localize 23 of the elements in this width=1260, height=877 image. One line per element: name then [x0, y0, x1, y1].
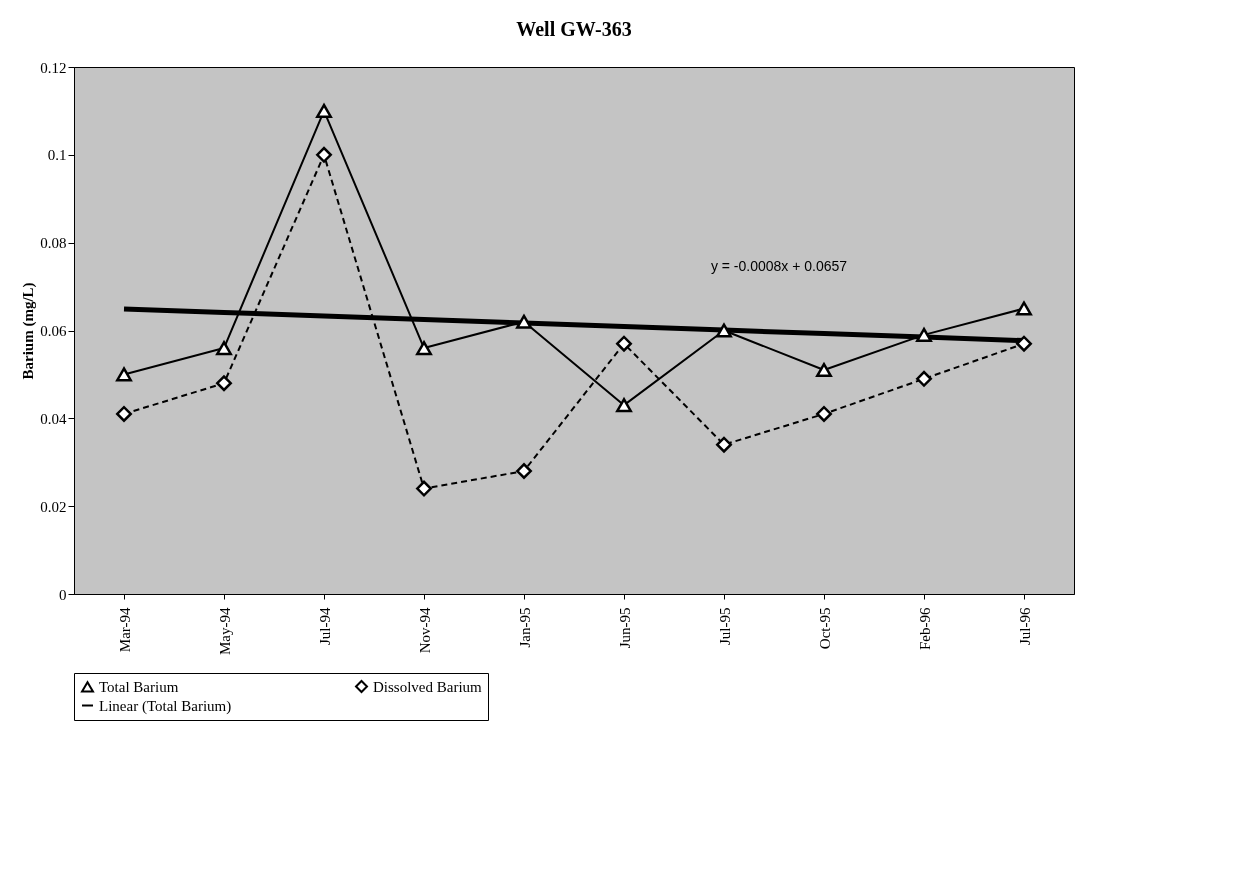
x-tick-label: Jan-95: [516, 607, 533, 648]
annotation: y = -0.0008x + 0.0657: [710, 258, 848, 274]
y-tick-label: 0.12: [40, 59, 67, 76]
x-tick-label: Nov-94: [416, 607, 433, 654]
y-axis-title: Barium (mg/L): [20, 282, 38, 380]
x-tick-label: Feb-96: [916, 607, 933, 650]
y-tick-label: 0.02: [40, 498, 67, 515]
y-tick-label: 0.1: [47, 147, 67, 164]
x-tick-label: Mar-94: [116, 607, 133, 653]
legend-label: Dissolved Barium: [373, 678, 483, 695]
legend-label: Linear (Total Barium): [99, 697, 232, 715]
y-tick-label: 0: [59, 586, 67, 603]
x-tick-label: Jul-95: [716, 607, 733, 645]
x-tick-label: Jul-96: [1016, 607, 1033, 645]
y-tick-label: 0.04: [40, 410, 67, 427]
x-tick-label: May-94: [216, 607, 233, 655]
x-tick-label: Jun-95: [616, 607, 633, 649]
x-tick-label: Oct-95: [816, 607, 833, 650]
y-tick-label: 0.08: [40, 235, 67, 252]
y-tick-label: 0.06: [40, 323, 67, 339]
x-tick-label: Jul-94: [316, 607, 333, 645]
chart-title: Well GW-363: [516, 18, 632, 40]
legend-label: Total Barium: [99, 678, 179, 695]
